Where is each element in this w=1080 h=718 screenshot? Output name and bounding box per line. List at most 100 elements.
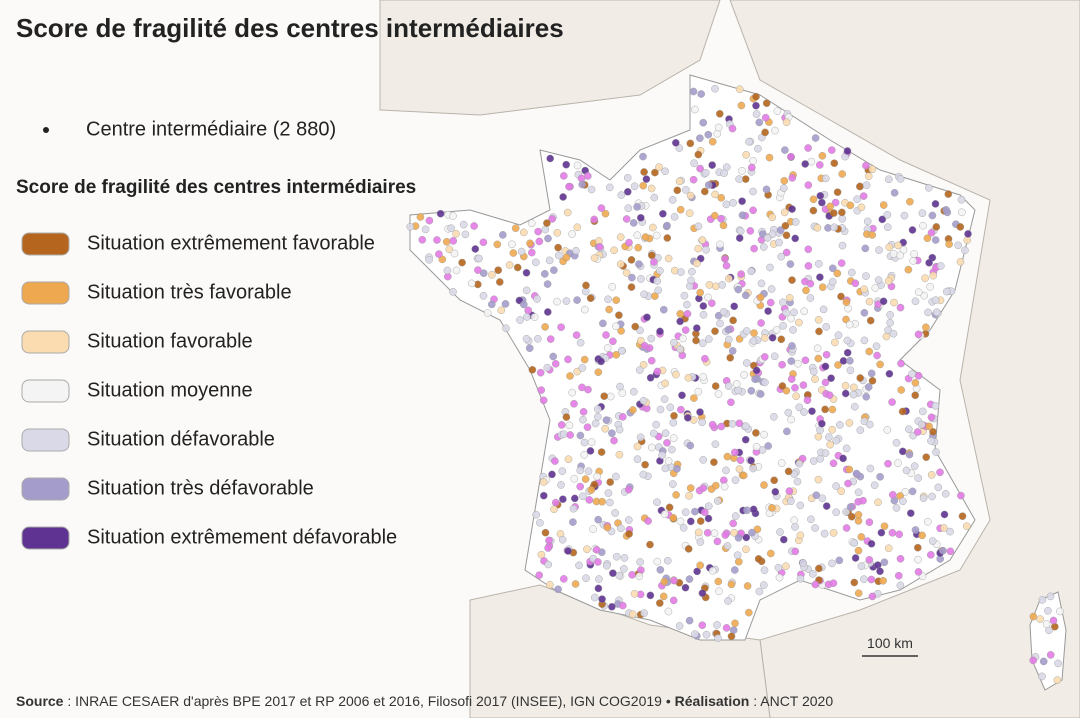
center-dot xyxy=(742,533,751,542)
center-dot xyxy=(596,243,604,251)
center-dot xyxy=(928,492,936,501)
center-dot xyxy=(836,421,844,429)
center-dot xyxy=(760,566,769,575)
center-dot xyxy=(669,434,678,442)
center-dot xyxy=(811,375,819,383)
center-dot xyxy=(735,419,744,428)
center-dot xyxy=(742,291,750,300)
center-dot xyxy=(495,278,504,286)
center-dot xyxy=(648,443,656,452)
center-dot xyxy=(502,324,510,333)
center-dot xyxy=(925,183,933,192)
center-dot xyxy=(800,307,809,316)
center-dot xyxy=(954,241,963,250)
center-dot xyxy=(750,329,758,337)
center-dot xyxy=(734,285,743,294)
center-dot xyxy=(612,350,621,359)
center-dot xyxy=(842,524,851,532)
legend-swatch xyxy=(21,428,70,452)
center-dot xyxy=(931,236,940,244)
center-dot xyxy=(685,616,694,625)
center-dot xyxy=(720,476,728,485)
center-dot xyxy=(528,365,537,374)
center-dot xyxy=(854,488,863,497)
center-dot xyxy=(879,297,888,306)
center-dot xyxy=(894,459,902,467)
center-dot xyxy=(771,126,779,135)
legend-label: Situation très défavorable xyxy=(87,477,314,499)
center-dot xyxy=(786,260,795,268)
center-dot xyxy=(620,565,628,573)
center-dot xyxy=(806,294,815,302)
center-dot xyxy=(775,238,783,247)
center-dot xyxy=(788,205,796,213)
center-dot xyxy=(1039,657,1048,666)
center-dot xyxy=(656,599,664,607)
center-dot xyxy=(647,356,656,365)
center-dot xyxy=(578,180,587,189)
center-dot xyxy=(517,247,526,256)
center-dot xyxy=(874,276,883,284)
center-dot xyxy=(922,453,931,462)
center-dot xyxy=(717,422,726,431)
center-dot xyxy=(842,298,851,307)
center-dot xyxy=(1038,672,1046,681)
center-dot xyxy=(618,389,627,397)
center-dot xyxy=(865,518,874,527)
center-dot xyxy=(712,481,720,490)
center-dot xyxy=(856,374,865,382)
center-dot xyxy=(685,491,693,500)
center-dot xyxy=(539,478,548,486)
center-dot xyxy=(618,346,626,355)
center-dot xyxy=(723,542,732,550)
center-dot xyxy=(838,214,847,223)
center-dot xyxy=(536,519,544,527)
center-dot xyxy=(914,474,923,482)
center-dot xyxy=(742,150,750,159)
center-dot xyxy=(704,293,712,302)
center-dot xyxy=(760,581,768,589)
center-dot xyxy=(811,134,820,142)
center-dot xyxy=(940,524,948,532)
center-dot xyxy=(932,308,941,317)
center-dot xyxy=(545,536,553,545)
center-dot xyxy=(832,482,840,490)
center-dot xyxy=(546,335,555,343)
center-dot xyxy=(788,276,796,284)
center-dot xyxy=(629,406,637,414)
center-dot xyxy=(795,318,803,327)
center-dot xyxy=(566,431,575,439)
center-dot xyxy=(964,230,972,238)
center-dot xyxy=(564,355,572,364)
center-dot xyxy=(809,457,818,465)
center-dot xyxy=(761,334,769,342)
center-dot xyxy=(630,590,639,598)
center-dot xyxy=(669,418,678,427)
center-dot xyxy=(737,101,746,110)
center-dot xyxy=(701,168,710,177)
center-dot xyxy=(846,366,855,375)
center-dot xyxy=(752,101,760,110)
center-dot xyxy=(698,418,707,427)
center-dot xyxy=(837,259,846,267)
center-dot xyxy=(625,530,633,538)
center-dot xyxy=(879,201,888,209)
center-dot xyxy=(905,450,914,459)
center-dot xyxy=(624,204,633,212)
center-dot xyxy=(864,172,873,180)
center-dot xyxy=(822,174,830,183)
center-dot xyxy=(534,227,542,236)
center-dot xyxy=(712,282,720,291)
center-dot xyxy=(911,378,920,387)
center-dot xyxy=(908,226,917,234)
center-dot xyxy=(831,198,840,207)
center-dot xyxy=(725,335,733,344)
center-dot xyxy=(559,193,567,201)
center-dot xyxy=(691,630,699,638)
center-dot xyxy=(658,451,667,460)
center-dot xyxy=(791,383,799,392)
center-dot xyxy=(722,624,731,632)
center-dot xyxy=(571,580,580,588)
center-dot xyxy=(890,188,899,197)
center-dot xyxy=(884,326,892,334)
